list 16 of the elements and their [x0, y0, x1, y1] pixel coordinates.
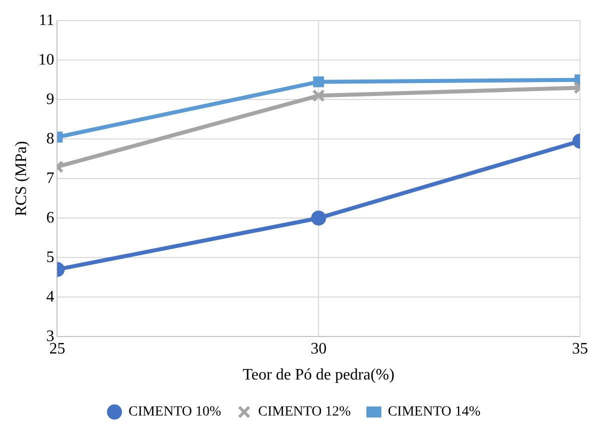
x-tick-label: 35 [572, 340, 588, 358]
y-tick-label: 10 [38, 51, 54, 68]
legend-label: CIMENTO 14% [388, 404, 481, 420]
x-tick-label: 25 [49, 340, 66, 358]
y-tick-label: 4 [46, 288, 54, 306]
y-tick-label: 7 [46, 170, 54, 187]
y-tick-label: 11 [38, 12, 54, 29]
x-tick-label: 30 [310, 340, 327, 358]
legend-label: CIMENTO 12% [258, 404, 352, 420]
y-tick-label: 5 [46, 248, 54, 266]
y-axis-title: RCS (MPa) [12, 141, 30, 216]
x-axis-title: Teor de Pó de pedra(%) [242, 366, 394, 384]
legend-label: CIMENTO 10% [128, 404, 222, 420]
y-tick-label: 8 [46, 130, 54, 148]
y-tick-label: 6 [46, 209, 54, 226]
y-tick-label: 9 [46, 90, 54, 108]
